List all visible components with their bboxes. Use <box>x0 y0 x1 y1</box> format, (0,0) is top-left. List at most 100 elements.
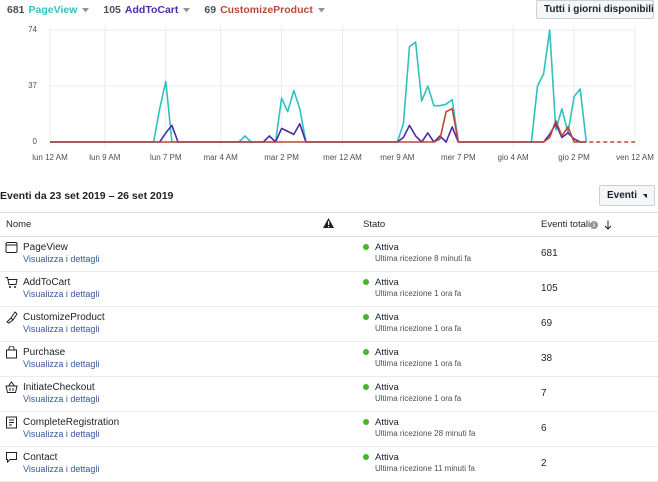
dropdown-arrow <box>317 7 325 12</box>
event-icon <box>5 381 18 393</box>
details-link[interactable]: Visualizza i dettagli <box>23 359 100 369</box>
event-icon <box>6 311 18 324</box>
details-link[interactable]: Visualizza i dettagli <box>23 464 100 474</box>
event-icon <box>5 277 18 288</box>
row-border <box>0 376 658 377</box>
event-name: CompleteRegistration <box>23 417 120 428</box>
event-icon <box>5 242 18 253</box>
status: Attiva <box>375 312 399 323</box>
status-dot <box>363 384 369 390</box>
arrow-shape <box>183 7 191 12</box>
legend-total: 105 <box>103 4 121 16</box>
last-received: Ultima ricezione 11 minuti fa <box>375 464 475 473</box>
row-border <box>0 341 658 342</box>
legend-label: PageView <box>28 4 78 16</box>
events-filter-button[interactable]: Eventi <box>599 185 655 206</box>
status: Attiva <box>375 242 399 253</box>
events-title: Eventi da 23 set 2019 – 26 set 2019 <box>0 190 174 202</box>
status: Attiva <box>375 347 399 358</box>
details-link[interactable]: Visualizza i dettagli <box>23 254 100 264</box>
x-tick-label: mar 2 PM <box>264 153 299 162</box>
event-total: 105 <box>541 283 558 294</box>
row-border <box>0 271 658 272</box>
row-border <box>0 411 658 412</box>
x-tick-label: ven 12 AM <box>616 153 654 162</box>
legend-item[interactable]: 105 AddToCart <box>103 4 191 16</box>
x-tick-label: gio 4 AM <box>498 153 529 162</box>
last-received: Ultima ricezione 1 ora fa <box>375 359 462 368</box>
event-name: CustomizeProduct <box>23 312 105 323</box>
date-filter-label: Tutti i giorni disponibili <box>544 4 654 15</box>
last-received: Ultima ricezione 8 minuti fa <box>375 254 472 263</box>
details-link[interactable]: Visualizza i dettagli <box>23 429 100 439</box>
legend-item[interactable]: 69 CustomizeProduct <box>204 4 325 16</box>
arrow-shape <box>82 7 90 12</box>
x-tick-label: lun 12 AM <box>32 153 68 162</box>
status-dot <box>363 349 369 355</box>
arrow-shape <box>317 7 325 12</box>
event-total: 2 <box>541 458 547 469</box>
status-dot <box>363 314 369 320</box>
legend-item[interactable]: 681 PageView <box>7 4 90 16</box>
legend-label: CustomizeProduct <box>220 4 313 16</box>
event-name: AddToCart <box>23 277 71 288</box>
x-tick-label: mar 4 AM <box>204 153 239 162</box>
x-tick-label: mer 7 PM <box>441 153 476 162</box>
event-name: InitiateCheckout <box>23 382 95 393</box>
date-filter-button[interactable]: Tutti i giorni disponibili <box>536 0 654 19</box>
warning-icon <box>323 218 334 228</box>
event-total: 6 <box>541 423 547 434</box>
last-received: Ultima ricezione 1 ora fa <box>375 324 462 333</box>
legend-total: 69 <box>204 4 217 16</box>
status-dot <box>363 279 369 285</box>
row-border <box>0 306 658 307</box>
status: Attiva <box>375 452 399 463</box>
last-received: Ultima ricezione 28 minuti fa <box>375 429 476 438</box>
status-dot <box>363 244 369 250</box>
header-icons <box>590 220 612 230</box>
events-filter-label: Eventi <box>607 190 638 201</box>
column-header: Nome <box>6 219 32 230</box>
series-line <box>50 107 587 143</box>
last-received: Ultima ricezione 1 ora fa <box>375 289 462 298</box>
event-total: 69 <box>541 318 553 329</box>
event-name: Purchase <box>23 347 66 358</box>
chart: 0 37 74 lun 12 AM lun 9 AM lun 7 PM mar 4 AM ma… <box>28 25 654 162</box>
x-tick-label: lun 7 PM <box>150 153 182 162</box>
event-icon <box>6 452 17 464</box>
event-total: 681 <box>541 248 558 259</box>
status: Attiva <box>375 417 399 428</box>
dropdown-arrow <box>183 7 191 12</box>
x-tick-label: mer 9 AM <box>380 153 415 162</box>
event-icon <box>6 416 17 429</box>
y-tick-label: 74 <box>28 25 37 34</box>
row-border <box>0 446 658 447</box>
details-link[interactable]: Visualizza i dettagli <box>23 324 100 334</box>
legend: 681 PageView 105 AddToCart 69 CustomizeProduc… <box>7 4 339 16</box>
column-header[interactable]: Eventi totali <box>541 219 591 230</box>
details-link[interactable]: Visualizza i dettagli <box>23 289 100 299</box>
column-header: Stato <box>363 219 386 230</box>
x-tick-label: gio 2 PM <box>558 153 590 162</box>
event-name: PageView <box>23 242 68 253</box>
status: Attiva <box>375 277 399 288</box>
header-bottom-border <box>0 236 658 237</box>
legend-total: 681 <box>7 4 25 16</box>
event-total: 38 <box>541 353 553 364</box>
status-dot <box>363 454 369 460</box>
status-dot <box>363 419 369 425</box>
series-line <box>50 123 587 143</box>
y-tick-label: 0 <box>33 137 38 146</box>
event-name: Contact <box>23 452 58 463</box>
last-received: Ultima ricezione 1 ora fa <box>375 394 462 403</box>
details-link[interactable]: Visualizza i dettagli <box>23 394 100 404</box>
y-tick-label: 37 <box>28 81 37 90</box>
x-tick-label: lun 9 AM <box>89 153 120 162</box>
event-icon <box>6 346 17 359</box>
dropdown-arrow <box>643 193 647 198</box>
status: Attiva <box>375 382 399 393</box>
dropdown-arrow <box>82 7 90 12</box>
table-top-border <box>0 212 658 213</box>
x-tick-label: mer 12 AM <box>323 153 362 162</box>
